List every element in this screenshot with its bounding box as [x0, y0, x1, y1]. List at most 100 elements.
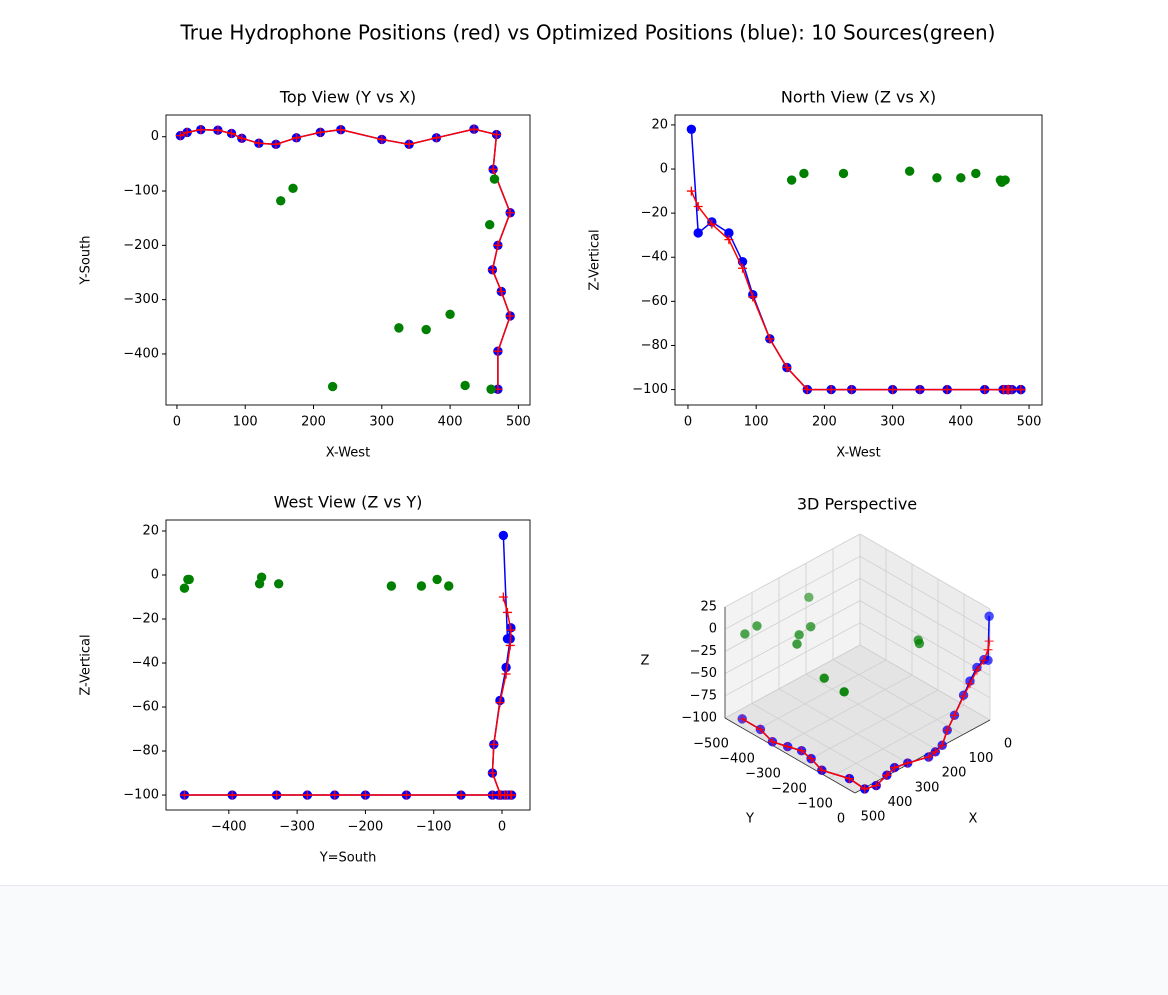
marker	[915, 385, 925, 395]
grid-line	[750, 659, 887, 734]
grid-line	[724, 622, 861, 697]
x-tick-label: 500	[861, 810, 886, 825]
axes-frame	[674, 114, 1043, 406]
x-tick-label: 0	[1004, 737, 1012, 752]
grid-line	[776, 674, 913, 749]
marker	[184, 574, 194, 585]
axis-line	[724, 717, 856, 794]
marker	[254, 579, 265, 589]
marker	[498, 530, 509, 541]
grid-line	[724, 555, 861, 630]
marker	[767, 737, 777, 747]
x-axis-label: Y=South	[319, 851, 377, 866]
x-tick-label: −300	[279, 820, 315, 835]
grid-line	[724, 644, 861, 719]
grid-line	[859, 600, 991, 676]
grid-line	[859, 533, 991, 610]
marker	[804, 592, 814, 602]
marker	[360, 790, 370, 800]
grid-line	[724, 600, 861, 674]
marker	[738, 263, 748, 273]
x-tick-label: 200	[812, 415, 837, 430]
marker	[486, 384, 496, 394]
marker	[460, 380, 470, 391]
marker	[737, 714, 747, 724]
marker	[432, 574, 442, 585]
marker	[786, 175, 797, 185]
y-tick-label: −40	[641, 250, 668, 265]
marker	[421, 324, 431, 335]
marker	[489, 174, 500, 184]
marker	[949, 710, 959, 720]
marker	[983, 645, 993, 655]
marker	[487, 768, 497, 778]
grid-line	[828, 704, 965, 779]
axes-frame	[165, 114, 531, 406]
marker	[1016, 385, 1026, 395]
axes-frame	[165, 519, 531, 811]
z-tick-label: 25	[700, 600, 717, 615]
marker	[485, 220, 495, 230]
marker	[903, 758, 913, 768]
grid-line	[778, 688, 910, 765]
marker	[254, 138, 264, 148]
marker	[802, 385, 812, 395]
x-tick-label: 400	[888, 795, 913, 810]
marker	[489, 739, 499, 749]
x-tick-label: −100	[416, 820, 452, 835]
bottom-panel	[0, 885, 1168, 995]
marker	[213, 125, 223, 135]
marker	[882, 770, 892, 780]
marker	[492, 130, 502, 140]
marker	[888, 385, 898, 395]
x-tick-label: 400	[438, 415, 463, 430]
marker	[965, 679, 975, 689]
x-tick-label: 0	[498, 820, 506, 835]
y-tick-label: 20	[142, 524, 159, 539]
x-tick-label: 200	[942, 766, 967, 781]
x-tick-label: 100	[744, 415, 769, 430]
marker	[487, 790, 497, 800]
marker	[431, 133, 441, 143]
marker	[498, 592, 508, 602]
marker	[937, 740, 947, 750]
marker	[500, 790, 510, 800]
y-axis-label: Z-Vertical	[79, 634, 94, 695]
subplot-title: 3D Perspective	[797, 495, 917, 514]
marker	[782, 363, 792, 373]
x-tick-label: 500	[506, 415, 531, 430]
y-tick-label: −80	[132, 744, 159, 759]
grid-line	[724, 578, 861, 652]
marker	[394, 323, 404, 333]
figure-title: True Hydrophone Positions (red) vs Optim…	[180, 21, 996, 45]
marker	[336, 125, 346, 135]
grid-line	[859, 578, 991, 654]
y-tick-label: −100	[123, 184, 159, 199]
marker	[740, 629, 750, 639]
x-tick-label: 300	[369, 415, 394, 430]
marker	[401, 790, 411, 800]
x-tick-label: 0	[684, 415, 692, 430]
series-line	[184, 596, 512, 796]
marker	[227, 128, 237, 138]
grid-line	[724, 533, 861, 608]
z-tick-label: 0	[709, 622, 717, 637]
z-tick-label: −50	[690, 666, 717, 681]
marker	[416, 581, 427, 591]
y-axis-label: Y	[745, 812, 754, 827]
series-line	[741, 641, 990, 790]
marker	[959, 691, 969, 701]
series-line	[180, 128, 511, 390]
z-tick-label: −25	[690, 644, 717, 659]
y-tick-label: −40	[132, 656, 159, 671]
y-tick-label: 20	[651, 117, 668, 132]
x-tick-label: 0	[173, 415, 181, 430]
marker	[456, 790, 466, 800]
pane	[725, 534, 860, 718]
marker	[984, 611, 994, 621]
marker	[288, 183, 298, 194]
marker	[826, 385, 836, 395]
z-tick-label: −75	[690, 688, 717, 703]
marker	[506, 625, 516, 635]
series-line	[184, 535, 512, 796]
